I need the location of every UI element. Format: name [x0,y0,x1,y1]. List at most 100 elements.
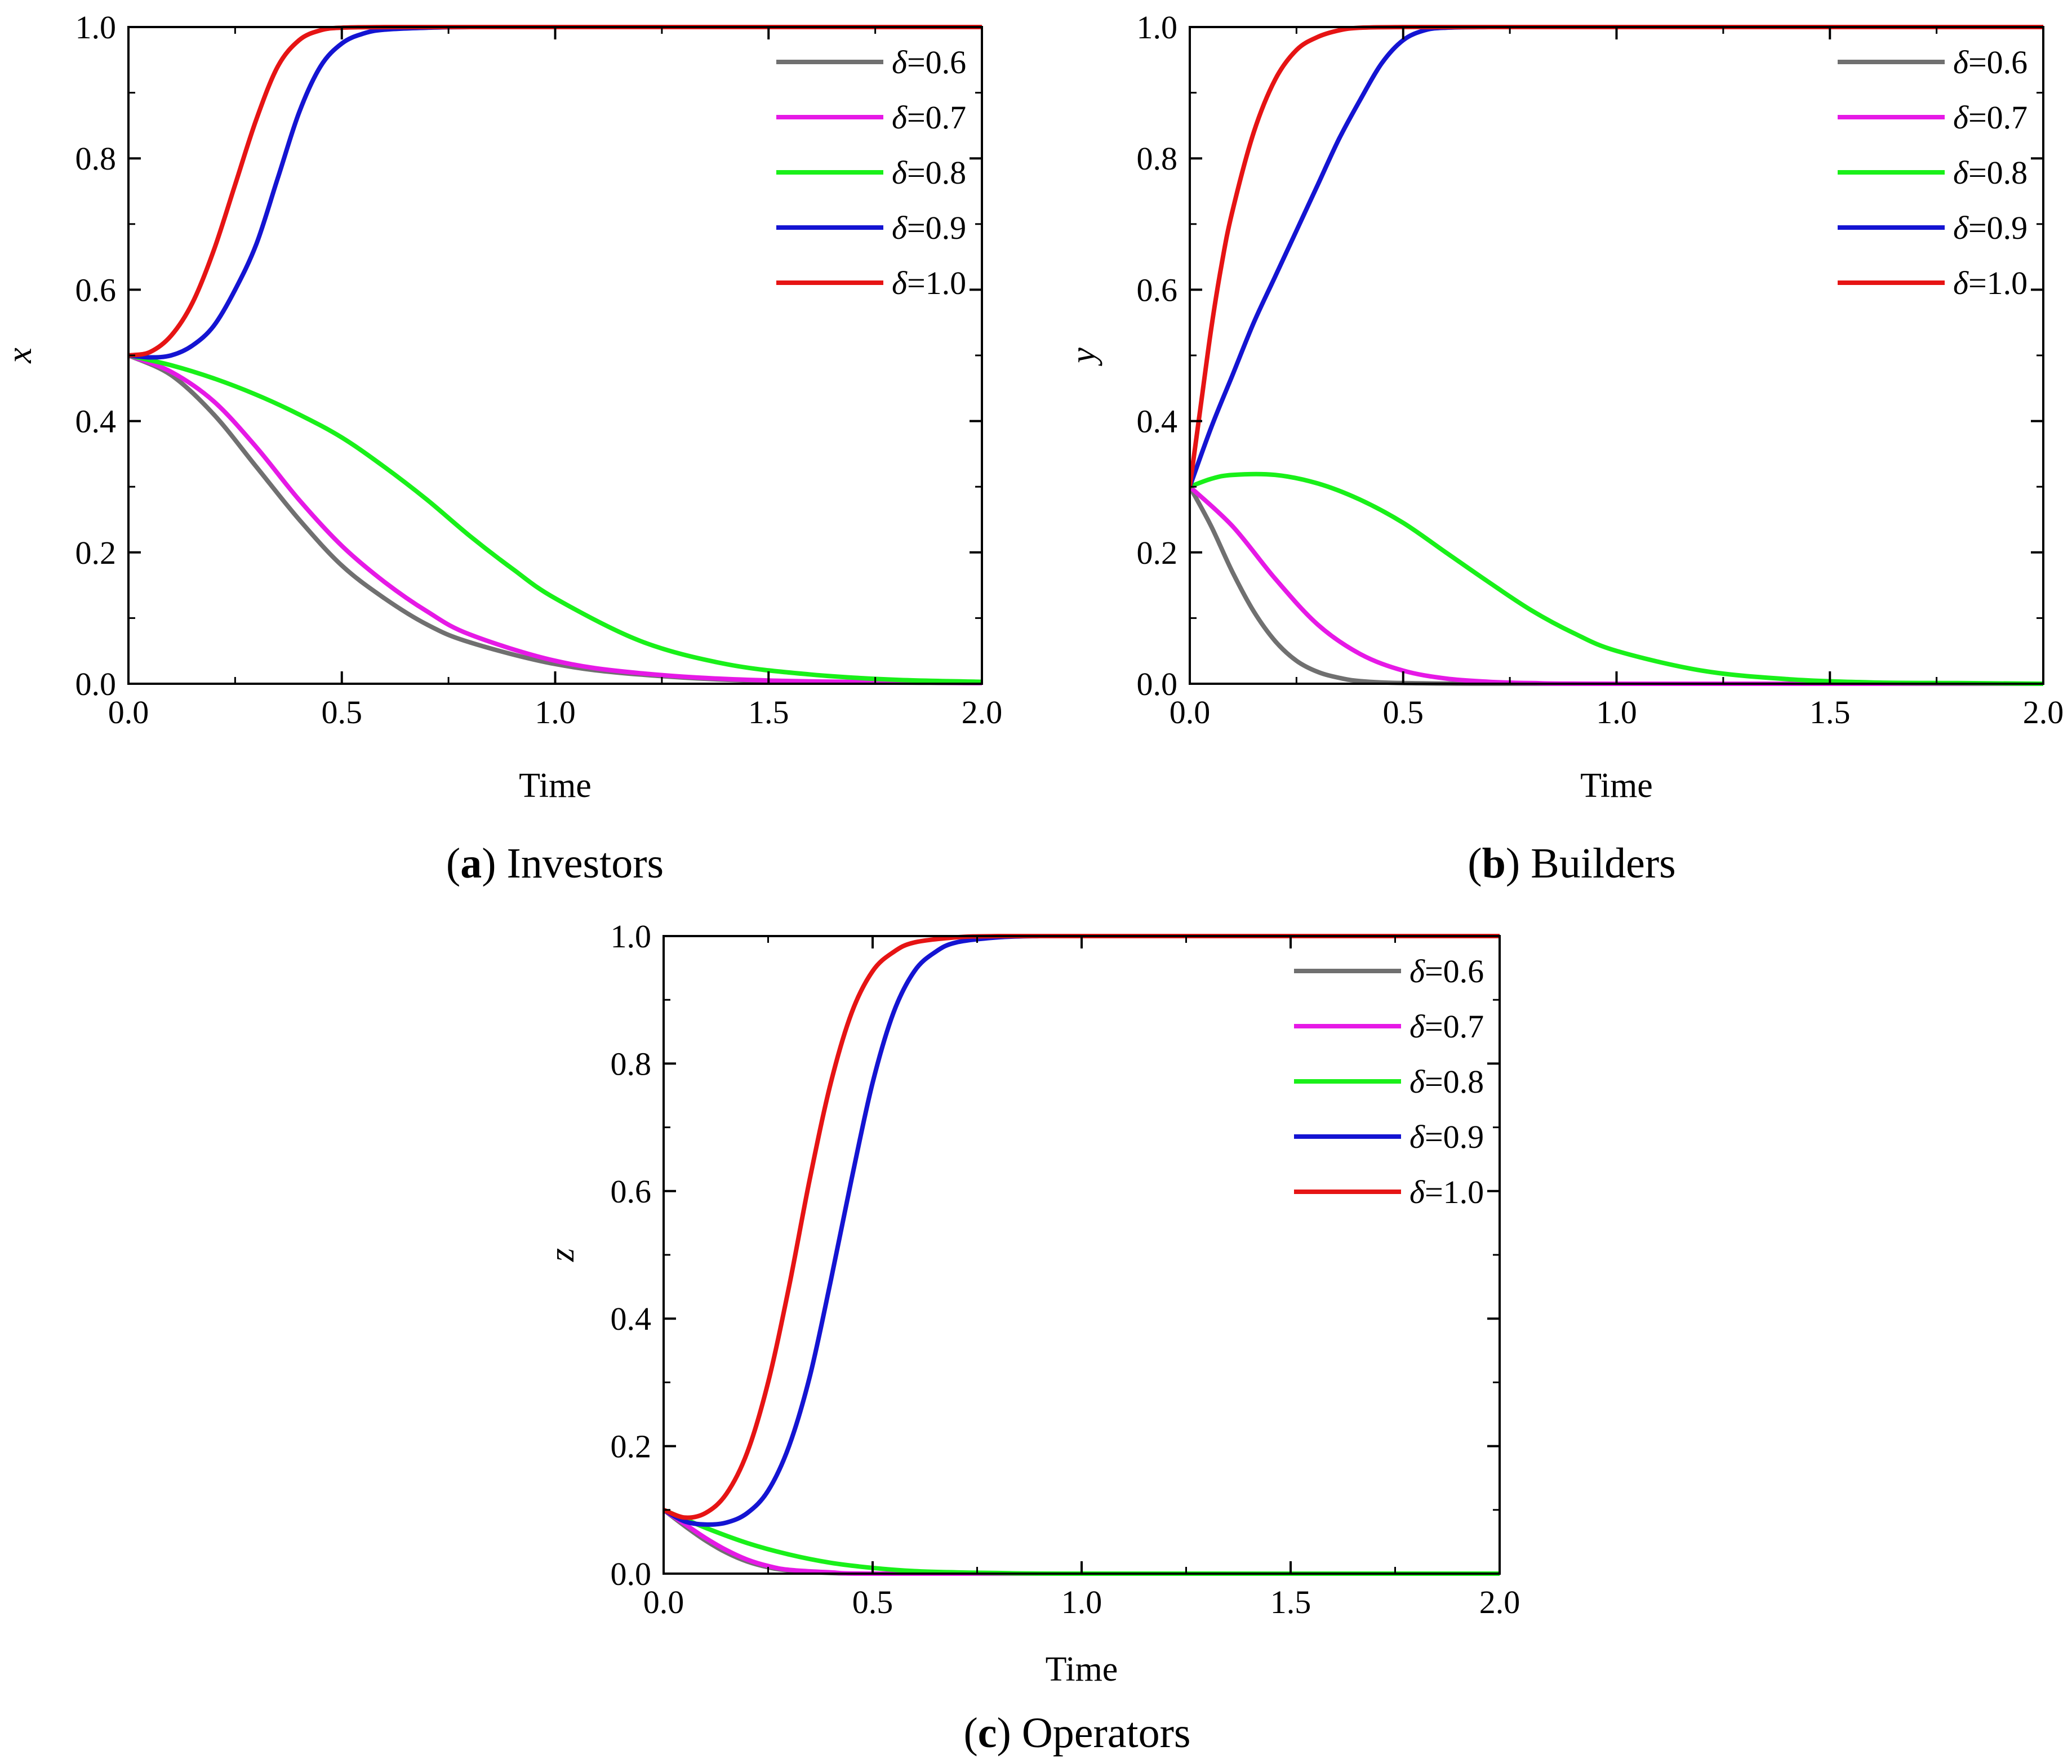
legend-symbol: δ [892,210,908,246]
legend-symbol: δ [1953,210,1969,246]
series-lines [128,25,982,685]
legend-value: =0.7 [1425,1008,1484,1045]
x-axis-title: Time [519,767,592,805]
x-tick-label: 0.0 [643,1584,684,1620]
y-tick-label: 0.8 [611,1045,652,1082]
x-tick-label: 1.0 [1596,694,1637,730]
legend-label: δ=1.0 [1953,265,2027,301]
legend-label: δ=0.7 [1410,1008,1484,1045]
series-line-c-4 [664,934,1500,1520]
series-line-b-2 [1190,471,2043,686]
legend-label: δ=0.8 [1410,1063,1484,1100]
y-tick-label: 0.2 [611,1428,652,1465]
panel-operators: 0.0 0.5 1.0 1.5 2.00.00.20.40.60.81.0Timezδ=… [543,918,1520,1689]
caption-a-letter: a [460,840,482,887]
legend-value: =0.8 [1425,1063,1484,1100]
legend-symbol: δ [892,99,908,136]
legend-value: =0.6 [1968,44,2027,81]
legend-label: δ=0.8 [1953,154,2027,191]
legend-label: δ=0.9 [892,210,966,246]
legend-label: δ=1.0 [1410,1174,1484,1210]
legend-symbol: δ [1953,44,1969,81]
legend-symbol: δ [1410,1174,1425,1210]
panel-investors: 0.0 0.5 1.0 1.5 2.00.00.20.40.60.81.0Timexδ=… [1,9,1002,805]
caption-c: (c) Operators [963,1709,1190,1757]
y-tick-label: 0.2 [1137,534,1178,571]
legend-label: δ=1.0 [892,265,966,301]
legend-value: =1.0 [1968,265,2027,301]
legend-value: =0.8 [907,154,966,191]
legend-value: =0.6 [1425,953,1484,990]
legend-label: δ=0.6 [1953,44,2027,81]
series-line-b-1 [1190,484,2043,686]
y-tick-label: 0.8 [1137,140,1178,177]
legend-symbol: δ [1953,265,1969,301]
legend-symbol: δ [1953,99,1969,136]
legend-symbol: δ [1410,1008,1425,1045]
legend-symbol: δ [1953,154,1969,191]
series-line-a-3 [128,25,982,360]
legend-symbol: δ [1410,1119,1425,1155]
y-tick-label: 1.0 [1137,9,1178,46]
y-tick-label: 0.8 [75,140,117,177]
panel-builders: 0.0 0.5 1.0 1.5 2.00.00.20.40.60.81.0Timeyδ=… [1064,9,2064,805]
series-line-a-0 [128,353,982,685]
y-axis-title: z [543,1248,581,1262]
y-tick-label: 0.4 [1137,403,1178,440]
caption-a-text: Investors [507,840,664,887]
caption-a: (a) Investors [446,840,664,887]
x-tick-label: 0.0 [108,694,149,730]
legend-value: =0.7 [907,99,966,136]
plot-frame [662,935,1501,1575]
y-tick-label: 0.4 [75,403,117,440]
caption-c-letter: c [978,1709,997,1757]
y-tick-label: 0.6 [611,1173,652,1210]
x-tick-label: 1.0 [1061,1584,1102,1620]
series-lines [664,934,1500,1576]
x-tick-label: 1.5 [748,694,789,730]
series-line-a-2 [128,353,982,684]
legend-symbol: δ [1410,953,1425,990]
y-axis-title: y [1064,348,1102,367]
legend-symbol: δ [892,265,908,301]
series-line-a-1 [128,353,982,685]
plot-frame [1189,26,2044,685]
caption-c-text: Operators [1022,1709,1191,1757]
x-tick-label: 2.0 [962,694,1003,730]
x-axis-title: Time [1580,767,1653,805]
legend-symbol: δ [892,44,908,81]
y-tick-label: 0.4 [611,1300,652,1337]
series-line-b-0 [1190,484,2043,686]
y-tick-label: 0.6 [75,271,117,308]
x-tick-label: 1.5 [1270,1584,1311,1620]
legend-value: =0.6 [907,44,966,81]
y-tick-label: 1.0 [611,918,652,955]
series-line-b-3 [1190,25,2043,489]
series-line-b-4 [1190,25,2043,489]
x-tick-label: 2.0 [1479,1584,1520,1620]
legend-value: =0.9 [1425,1119,1484,1155]
legend-value: =1.0 [1425,1174,1484,1210]
caption-b-text: Builders [1531,840,1676,887]
series-line-a-4 [128,25,982,358]
x-tick-label: 2.0 [2023,694,2064,730]
x-axis-title: Time [1046,1650,1118,1689]
legend-value: =0.9 [907,210,966,246]
caption-b: (b) Builders [1468,840,1675,887]
legend-label: δ=0.9 [1953,210,2027,246]
legend-symbol: δ [892,154,908,191]
caption-b-letter: b [1482,840,1506,887]
legend-value: =0.8 [1968,154,2027,191]
legend-label: δ=0.8 [892,154,966,191]
y-tick-label: 1.0 [75,9,117,46]
x-tick-label: 0.5 [852,1584,893,1620]
legend-value: =0.7 [1968,99,2027,136]
legend-value: =1.0 [907,265,966,301]
series-lines [1190,25,2043,686]
x-tick-label: 1.0 [535,694,576,730]
legend-value: =0.9 [1968,210,2027,246]
x-tick-label: 1.5 [1809,694,1851,730]
legend-label: δ=0.7 [1953,99,2027,136]
legend-label: δ=0.6 [1410,953,1484,990]
y-tick-label: 0.0 [611,1556,652,1592]
